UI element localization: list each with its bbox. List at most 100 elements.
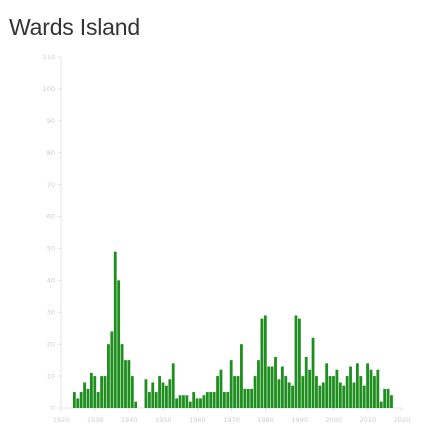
x-tick-label: 1960 xyxy=(189,416,206,424)
bar xyxy=(298,318,301,408)
bar xyxy=(165,385,168,408)
bar xyxy=(291,385,294,408)
bar xyxy=(168,379,172,408)
bar xyxy=(342,385,346,408)
bar xyxy=(335,369,339,408)
x-tick-label: 1970 xyxy=(223,416,240,424)
bar xyxy=(260,318,264,408)
bar xyxy=(332,376,335,408)
bar xyxy=(294,315,298,408)
y-tick-label: 30 xyxy=(47,308,55,316)
bar xyxy=(107,344,110,408)
bar xyxy=(246,388,250,408)
y-tick-label: 110 xyxy=(43,53,55,61)
bar xyxy=(263,315,267,408)
chart-title: Wards Island xyxy=(9,14,140,40)
bar xyxy=(318,385,322,408)
x-axis: 1920 1930 1940 1950 1960 1970 1980 1990 2000 2010… xyxy=(53,407,410,424)
bar xyxy=(236,376,240,408)
bar xyxy=(355,363,359,408)
bar xyxy=(222,392,226,408)
y-tick-label: 60 xyxy=(47,213,55,221)
bar xyxy=(89,372,93,408)
bar xyxy=(277,379,281,408)
bar xyxy=(178,395,182,408)
bar xyxy=(209,392,213,408)
y-tick-label: 100 xyxy=(43,85,55,93)
bar xyxy=(345,376,349,408)
bar xyxy=(362,385,366,408)
bar xyxy=(103,376,107,408)
bar xyxy=(325,363,329,408)
y-axis: 0 10 20 30 40 50 60 70 80 90 100 110 xyxy=(43,53,62,412)
bar xyxy=(284,376,288,408)
bar xyxy=(349,366,352,408)
bar xyxy=(110,331,114,408)
x-tick-label: 1990 xyxy=(291,416,308,424)
y-tick-label: 80 xyxy=(47,149,55,157)
bar xyxy=(311,337,315,408)
x-tick-label: 1930 xyxy=(87,416,104,424)
bar xyxy=(79,392,83,408)
y-tick-label: 0 xyxy=(51,404,55,412)
bar xyxy=(250,388,254,408)
bar xyxy=(154,392,158,408)
bar xyxy=(113,251,117,408)
x-tick-label: 2010 xyxy=(360,416,377,424)
bar xyxy=(243,388,247,408)
bar xyxy=(127,360,131,408)
bar xyxy=(386,388,390,408)
bar xyxy=(83,382,86,408)
bar xyxy=(304,356,308,408)
y-tick-label: 90 xyxy=(47,117,55,125)
bar xyxy=(120,344,124,408)
bar xyxy=(280,366,284,408)
bar xyxy=(171,363,175,408)
bar xyxy=(274,356,277,408)
bar xyxy=(321,382,325,408)
bars xyxy=(72,251,393,408)
y-tick-label: 70 xyxy=(47,181,55,189)
bar xyxy=(188,401,192,408)
x-tick-label: 1940 xyxy=(121,416,138,424)
bar xyxy=(390,395,393,408)
bar xyxy=(376,369,380,408)
bar xyxy=(219,369,223,408)
bar xyxy=(212,392,216,408)
bar xyxy=(308,369,312,408)
x-tick-label: 1920 xyxy=(53,416,70,424)
bar xyxy=(158,376,161,408)
bar xyxy=(379,401,383,408)
bar xyxy=(216,376,219,408)
bar xyxy=(338,382,342,408)
bar xyxy=(369,369,373,408)
bar xyxy=(100,376,104,408)
x-tick-label: 1980 xyxy=(257,416,274,424)
bar xyxy=(383,388,387,408)
bar xyxy=(182,395,185,408)
bar xyxy=(151,382,155,408)
bar xyxy=(185,395,189,408)
bar xyxy=(86,388,90,408)
bar xyxy=(144,379,148,408)
bar xyxy=(328,376,332,408)
bar xyxy=(72,392,76,408)
y-tick-label: 50 xyxy=(47,245,55,253)
x-tick-label: 2000 xyxy=(326,416,343,424)
bar xyxy=(359,376,363,408)
bar xyxy=(287,382,291,408)
bar xyxy=(199,398,202,408)
bar xyxy=(352,382,356,408)
bar xyxy=(257,360,260,408)
bar xyxy=(270,366,274,408)
bar xyxy=(229,360,233,408)
bar xyxy=(373,376,376,408)
bar xyxy=(301,376,305,408)
y-tick-label: 40 xyxy=(47,277,55,285)
bar xyxy=(93,376,97,408)
bar xyxy=(240,344,243,408)
bar xyxy=(147,392,151,408)
bar xyxy=(226,392,230,408)
bar xyxy=(134,401,138,408)
bar xyxy=(253,376,257,408)
